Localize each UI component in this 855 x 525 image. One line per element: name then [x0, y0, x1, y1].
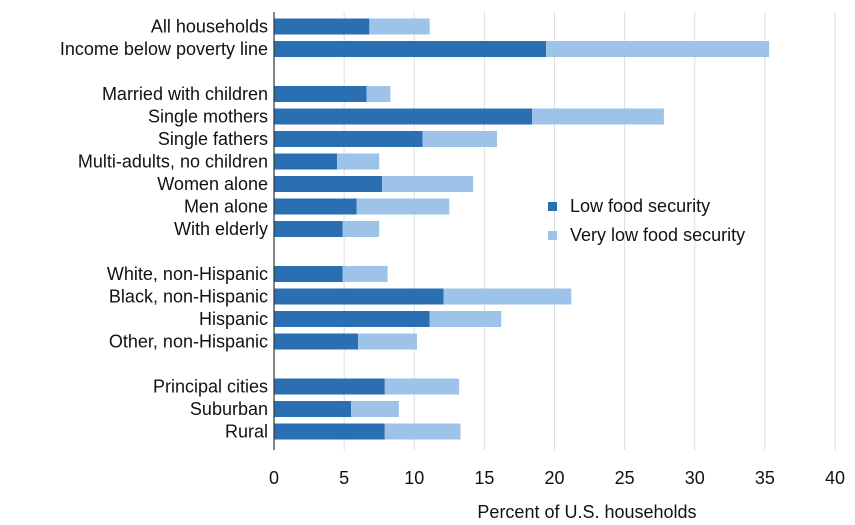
- bar-very-low-food-security: [369, 18, 430, 35]
- category-label: White, non-Hispanic: [107, 264, 268, 284]
- category-label: Black, non-Hispanic: [109, 287, 268, 307]
- category-label: Women alone: [157, 174, 268, 194]
- category-label: Single mothers: [148, 107, 268, 127]
- bar-very-low-food-security: [342, 221, 380, 237]
- bar-low-food-security: [274, 266, 343, 282]
- category-label: Men alone: [184, 197, 268, 217]
- x-tick-label: 10: [404, 468, 424, 488]
- bar-very-low-food-security: [546, 41, 770, 57]
- bar-very-low-food-security: [356, 198, 450, 215]
- legend-label: Low food security: [570, 196, 710, 216]
- bar-very-low-food-security: [358, 333, 418, 350]
- x-tick-label: 5: [339, 468, 349, 488]
- bar-low-food-security: [274, 131, 423, 147]
- x-tick-label: 40: [825, 468, 845, 488]
- bar-very-low-food-security: [429, 311, 502, 327]
- x-tick-labels: 0 5 10 15 20 25 30 35 40: [269, 468, 845, 488]
- bar-very-low-food-security: [337, 153, 380, 170]
- bar-low-food-security: [274, 423, 385, 440]
- x-tick-label: 15: [474, 468, 494, 488]
- bar-very-low-food-security: [351, 401, 399, 417]
- category-label: All households: [151, 17, 268, 37]
- x-tick-label: 25: [615, 468, 635, 488]
- category-label: Married with children: [102, 84, 268, 104]
- bar-very-low-food-security: [532, 108, 664, 125]
- x-tick-label: 35: [755, 468, 775, 488]
- bar-low-food-security: [274, 333, 359, 350]
- bar-low-food-security: [274, 153, 338, 170]
- bar-low-food-security: [274, 198, 357, 215]
- x-tick-label: 30: [685, 468, 705, 488]
- category-label: Income below poverty line: [60, 39, 268, 59]
- bar-low-food-security: [274, 108, 533, 125]
- legend-label: Very low food security: [570, 225, 745, 245]
- x-axis-title: Percent of U.S. households: [477, 502, 696, 522]
- legend-swatch: [548, 202, 557, 211]
- category-label: Hispanic: [199, 309, 268, 329]
- bar-low-food-security: [274, 288, 444, 305]
- bar-low-food-security: [274, 401, 352, 417]
- bar-very-low-food-security: [342, 266, 388, 282]
- category-label: Single fathers: [158, 129, 268, 149]
- bar-low-food-security: [274, 41, 547, 57]
- category-label: Multi-adults, no children: [78, 152, 268, 172]
- bar-very-low-food-security: [381, 176, 474, 192]
- category-label: Suburban: [190, 399, 268, 419]
- bar-very-low-food-security: [422, 131, 497, 147]
- bar-low-food-security: [274, 176, 382, 192]
- bar-low-food-security: [274, 86, 367, 102]
- bar-low-food-security: [274, 18, 370, 35]
- category-label: Other, non-Hispanic: [109, 332, 268, 352]
- bar-low-food-security: [274, 221, 343, 237]
- category-label: With elderly: [174, 219, 268, 239]
- bar-very-low-food-security: [384, 423, 461, 440]
- x-tick-label: 0: [269, 468, 279, 488]
- legend: Low food security Very low food security: [548, 196, 745, 245]
- category-label: Principal cities: [153, 377, 268, 397]
- bar-very-low-food-security: [366, 86, 391, 102]
- legend-swatch: [548, 231, 557, 240]
- x-tick-label: 20: [544, 468, 564, 488]
- category-label: Rural: [225, 422, 268, 442]
- bar-low-food-security: [274, 311, 430, 327]
- bars: [274, 18, 770, 440]
- grid-lines: [343, 12, 836, 450]
- bar-very-low-food-security: [384, 378, 460, 395]
- bar-low-food-security: [274, 378, 385, 395]
- bar-very-low-food-security: [443, 288, 572, 305]
